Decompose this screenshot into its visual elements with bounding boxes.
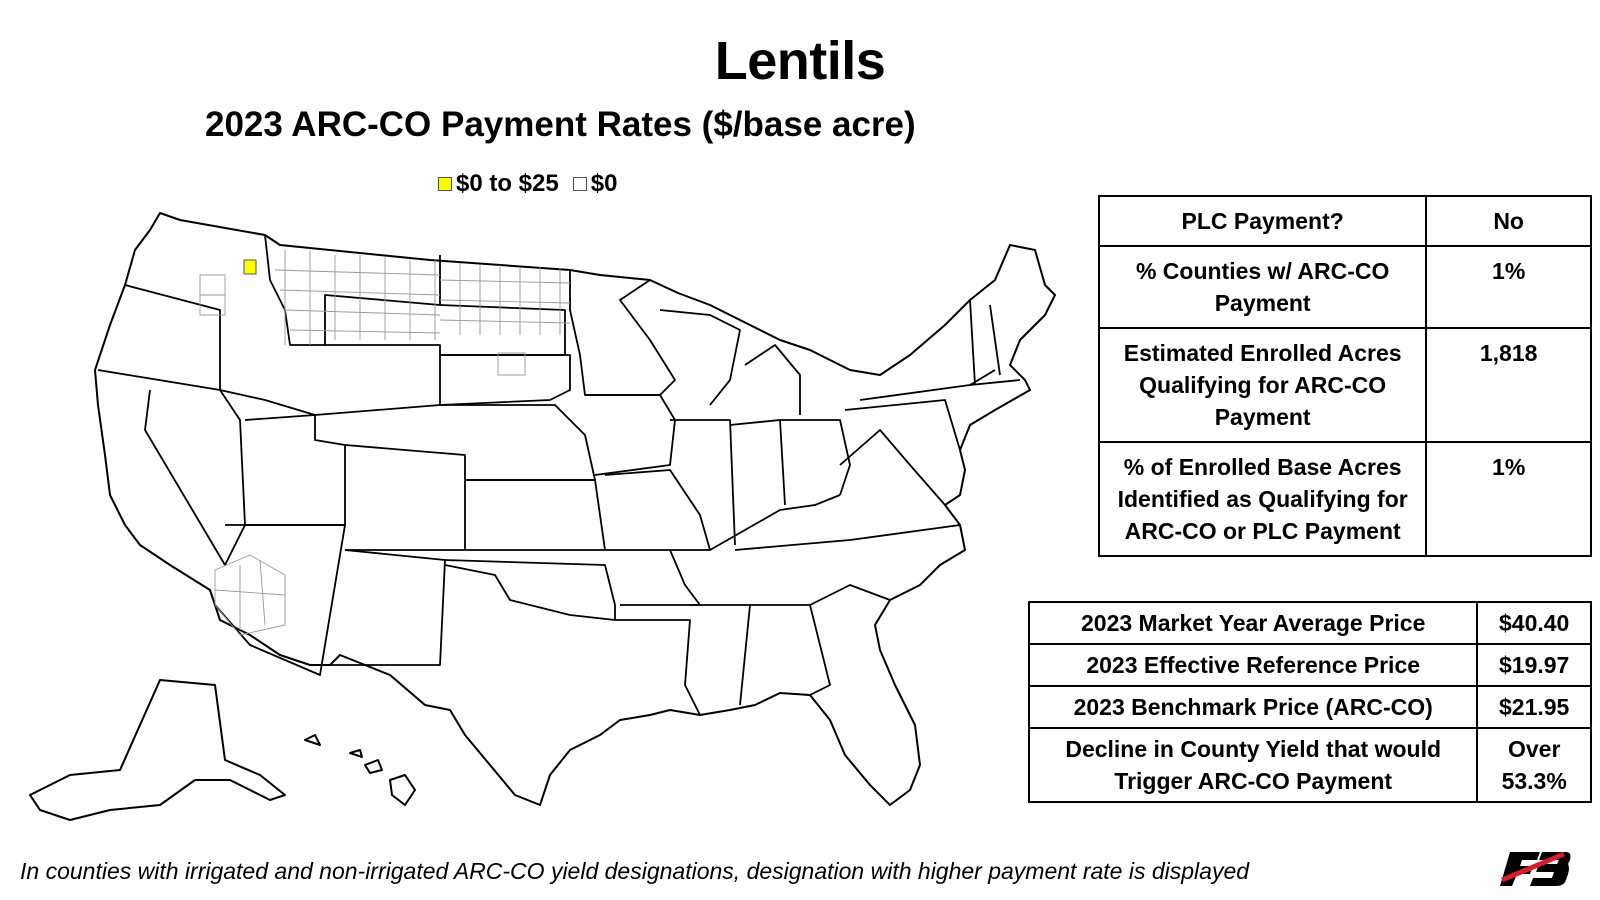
table-row: Estimated Enrolled Acres Qualifying for …	[1097, 327, 1592, 443]
farm-bureau-logo-icon	[1500, 851, 1571, 886]
hawaii-outline	[304, 734, 416, 806]
row-label: PLC Payment?	[1097, 195, 1428, 247]
plc-summary-table: PLC Payment? No % Counties w/ ARC-CO Pay…	[1097, 195, 1592, 557]
us-map-svg	[29, 212, 1056, 821]
table-row: 2023 Benchmark Price (ARC-CO) $21.95	[1027, 685, 1592, 729]
row-value: Over 53.3%	[1476, 727, 1592, 803]
row-value: $40.40	[1476, 601, 1592, 645]
row-value: $19.97	[1476, 643, 1592, 687]
map-legend: $0 to $25 $0	[438, 170, 625, 198]
table-row: % Counties w/ ARC-CO Payment 1%	[1097, 245, 1592, 329]
state-borders	[97, 234, 1021, 716]
county-lines	[199, 250, 571, 636]
table-row: PLC Payment? No	[1097, 195, 1592, 247]
row-label: % Counties w/ ARC-CO Payment	[1097, 245, 1428, 329]
page-title: Lentils	[714, 31, 886, 91]
map-subtitle: 2023 ARC-CO Payment Rates ($/base acre)	[205, 105, 916, 144]
table-row: 2023 Effective Reference Price $19.97	[1027, 643, 1592, 687]
row-value: 1%	[1425, 441, 1592, 557]
alaska-outline	[29, 679, 286, 821]
legend-swatch-white	[572, 177, 587, 191]
table-row: % of Enrolled Base Acres Identified as Q…	[1097, 441, 1592, 557]
row-label: Estimated Enrolled Acres Qualifying for …	[1097, 327, 1428, 443]
legend-item-zero: $0	[572, 170, 618, 198]
table-row: 2023 Market Year Average Price $40.40	[1027, 601, 1592, 645]
legend-swatch-yellow	[438, 177, 452, 191]
legend-label: $0	[590, 170, 618, 197]
row-value: No	[1425, 195, 1592, 247]
us-county-map	[10, 205, 1090, 855]
row-label: % of Enrolled Base Acres Identified as Q…	[1097, 441, 1428, 557]
row-label: 2023 Effective Reference Price	[1027, 643, 1479, 687]
price-summary-table: 2023 Market Year Average Price $40.40 20…	[1027, 601, 1592, 803]
row-value: 1%	[1425, 245, 1592, 329]
row-label: 2023 Market Year Average Price	[1027, 601, 1479, 645]
table-row: Decline in County Yield that would Trigg…	[1027, 727, 1592, 803]
county-payment-highlight	[243, 259, 257, 275]
row-value: $21.95	[1476, 685, 1592, 729]
row-label: 2023 Benchmark Price (ARC-CO)	[1027, 685, 1479, 729]
legend-label: $0 to $25	[456, 170, 559, 197]
legend-item-positive: $0 to $25	[438, 170, 559, 198]
conus-outline	[94, 212, 1056, 806]
footnote: In counties with irrigated and non-irrig…	[20, 858, 1250, 884]
row-label: Decline in County Yield that would Trigg…	[1027, 727, 1479, 803]
row-value: 1,818	[1425, 327, 1592, 443]
